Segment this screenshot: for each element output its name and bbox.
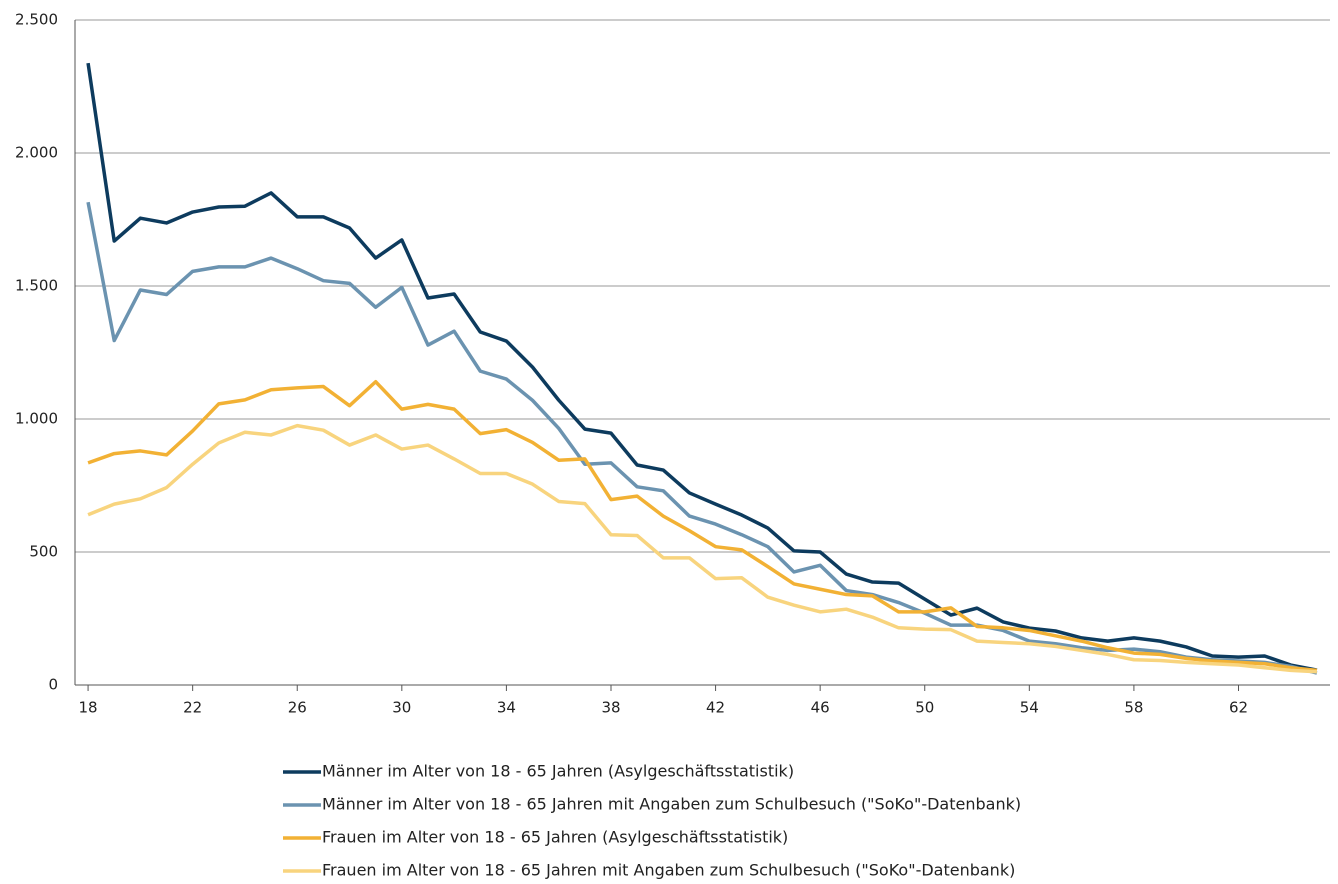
series-line <box>86 201 1318 675</box>
y-tick-label: 2.000 <box>15 144 58 162</box>
series-line <box>87 380 1318 673</box>
y-tick-label: 1.000 <box>15 410 58 428</box>
x-tick-label: 42 <box>706 699 725 717</box>
series-line <box>86 62 1318 672</box>
x-tick-label: 18 <box>79 699 98 717</box>
y-tick-label: 2.500 <box>15 11 58 29</box>
x-tick-label: 62 <box>1229 699 1248 717</box>
x-tick-label: 58 <box>1124 699 1143 717</box>
series-line <box>87 423 1318 674</box>
x-tick-label: 22 <box>183 699 202 717</box>
x-tick-label: 50 <box>915 699 934 717</box>
x-tick-label: 38 <box>601 699 620 717</box>
x-tick-label: 30 <box>392 699 411 717</box>
x-tick-label: 34 <box>497 699 516 717</box>
legend-label: Frauen im Alter von 18 - 65 Jahren mit A… <box>322 861 1015 880</box>
x-tick-label: 54 <box>1020 699 1039 717</box>
y-tick-label: 500 <box>29 543 58 561</box>
legend-label: Frauen im Alter von 18 - 65 Jahren (Asyl… <box>322 828 788 847</box>
x-tick-label: 46 <box>811 699 830 717</box>
legend-label: Männer im Alter von 18 - 65 Jahren (Asyl… <box>322 762 794 781</box>
legend-label: Männer im Alter von 18 - 65 Jahren mit A… <box>322 795 1021 814</box>
y-tick-label: 0 <box>48 676 58 694</box>
x-tick-label: 26 <box>288 699 307 717</box>
legend: Männer im Alter von 18 - 65 Jahren (Asyl… <box>283 762 1021 880</box>
y-tick-label: 1.500 <box>15 277 58 295</box>
